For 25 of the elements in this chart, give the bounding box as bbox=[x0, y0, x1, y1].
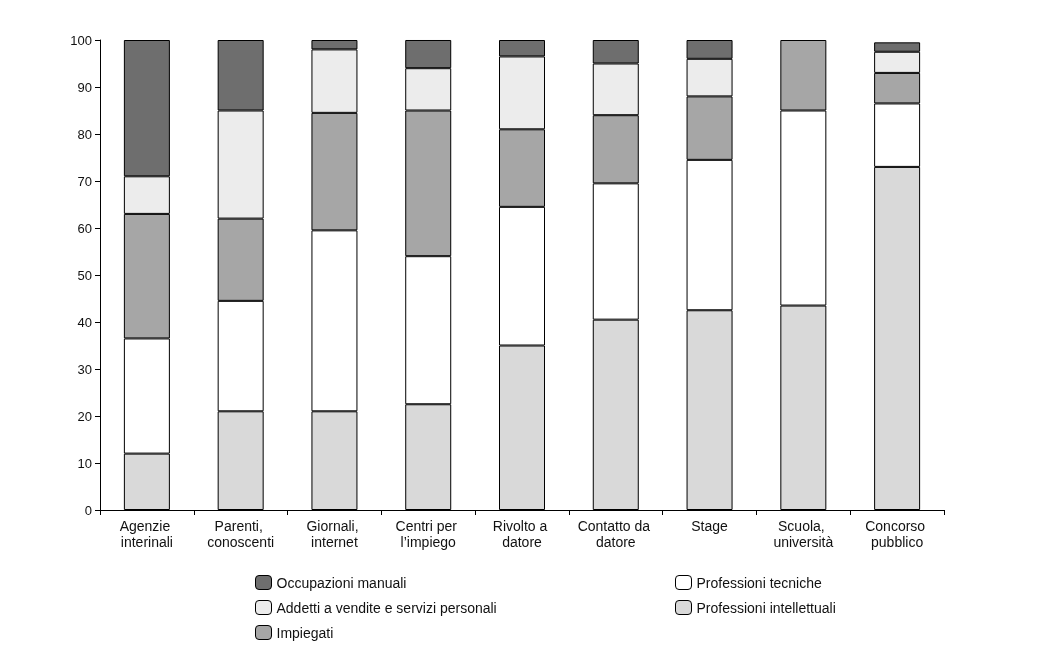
y-tick-label: 100 bbox=[70, 32, 92, 48]
y-tick-label: 80 bbox=[77, 126, 92, 142]
x-tick-label: Stage bbox=[691, 518, 729, 534]
x-tick-label: Contatto da datore bbox=[577, 518, 654, 550]
y-tick-label: 90 bbox=[77, 79, 92, 95]
legend-label: Professioni intellettuali bbox=[696, 599, 836, 616]
y-tick-label: 0 bbox=[84, 502, 92, 518]
y-tick-label: 10 bbox=[77, 455, 92, 471]
x-tick-label: Rivolto a datore bbox=[492, 518, 552, 550]
legend-label: Professioni tecniche bbox=[696, 574, 822, 591]
x-tick-label: Scuola, università bbox=[773, 518, 834, 550]
x-tick-label: Agenzie interinali bbox=[119, 518, 175, 550]
y-tick-label: 70 bbox=[77, 173, 92, 189]
y-tick-label: 40 bbox=[77, 314, 92, 330]
x-tick-label: Giornali, internet bbox=[306, 518, 363, 550]
x-tick-label: Concorso pubblico bbox=[865, 518, 930, 550]
legend-label: Addetti a vendite e servizi personali bbox=[276, 599, 497, 616]
y-tick-label: 50 bbox=[77, 267, 92, 283]
y-tick-label: 60 bbox=[77, 220, 92, 236]
y-tick-label: 20 bbox=[77, 408, 92, 424]
y-tick-label: 30 bbox=[77, 361, 92, 377]
x-tick-label: Parenti, conoscenti bbox=[207, 518, 275, 550]
legend-label: Impiegati bbox=[276, 624, 334, 641]
legend-label: Occupazioni manuali bbox=[276, 574, 407, 591]
x-tick-label: Centri per l’impiego bbox=[395, 518, 461, 550]
